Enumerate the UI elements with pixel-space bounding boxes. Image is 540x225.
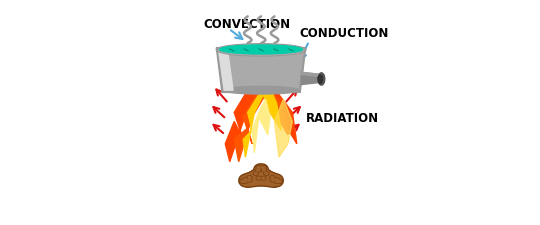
FancyArrowPatch shape bbox=[260, 170, 262, 176]
Ellipse shape bbox=[219, 45, 303, 55]
Text: RADIATION: RADIATION bbox=[306, 112, 379, 125]
Polygon shape bbox=[234, 90, 288, 162]
Ellipse shape bbox=[242, 180, 248, 183]
FancyArrowPatch shape bbox=[252, 178, 274, 181]
Polygon shape bbox=[219, 50, 233, 90]
FancyArrowPatch shape bbox=[252, 178, 274, 181]
Ellipse shape bbox=[220, 45, 302, 54]
Polygon shape bbox=[217, 48, 306, 92]
Ellipse shape bbox=[248, 179, 251, 181]
Text: CONVECTION: CONVECTION bbox=[203, 18, 290, 31]
Ellipse shape bbox=[318, 74, 322, 83]
Ellipse shape bbox=[270, 176, 275, 179]
FancyArrowPatch shape bbox=[252, 172, 261, 179]
Ellipse shape bbox=[243, 178, 248, 181]
Ellipse shape bbox=[248, 176, 251, 179]
Polygon shape bbox=[225, 77, 297, 162]
Ellipse shape bbox=[265, 172, 268, 174]
Ellipse shape bbox=[275, 180, 279, 183]
Ellipse shape bbox=[262, 177, 265, 179]
Polygon shape bbox=[243, 83, 281, 157]
Ellipse shape bbox=[256, 166, 261, 169]
Ellipse shape bbox=[262, 169, 266, 171]
Ellipse shape bbox=[264, 171, 269, 175]
FancyArrowPatch shape bbox=[260, 170, 262, 176]
FancyArrowPatch shape bbox=[260, 172, 271, 179]
Polygon shape bbox=[252, 99, 270, 153]
FancyArrowPatch shape bbox=[248, 178, 269, 181]
Ellipse shape bbox=[254, 172, 258, 174]
Ellipse shape bbox=[271, 179, 274, 181]
Ellipse shape bbox=[240, 180, 245, 183]
Ellipse shape bbox=[247, 176, 252, 179]
Ellipse shape bbox=[261, 176, 266, 180]
FancyArrowPatch shape bbox=[260, 170, 262, 176]
Ellipse shape bbox=[241, 180, 244, 182]
Ellipse shape bbox=[244, 180, 247, 183]
Ellipse shape bbox=[271, 178, 275, 182]
Ellipse shape bbox=[261, 166, 266, 169]
Ellipse shape bbox=[274, 178, 279, 181]
Text: CONDUCTION: CONDUCTION bbox=[299, 27, 388, 40]
Ellipse shape bbox=[262, 166, 265, 169]
FancyArrowPatch shape bbox=[259, 174, 277, 180]
Polygon shape bbox=[219, 50, 303, 90]
Ellipse shape bbox=[257, 177, 260, 179]
Polygon shape bbox=[274, 99, 292, 157]
Ellipse shape bbox=[261, 168, 266, 172]
Polygon shape bbox=[301, 72, 321, 85]
Polygon shape bbox=[301, 72, 321, 77]
Ellipse shape bbox=[274, 180, 279, 183]
Ellipse shape bbox=[217, 44, 306, 56]
FancyArrowPatch shape bbox=[245, 174, 264, 180]
Ellipse shape bbox=[253, 171, 258, 175]
FancyArrowPatch shape bbox=[248, 178, 269, 181]
Ellipse shape bbox=[247, 178, 252, 182]
Ellipse shape bbox=[257, 166, 260, 169]
FancyArrowPatch shape bbox=[259, 174, 277, 180]
FancyArrowPatch shape bbox=[260, 170, 262, 176]
Ellipse shape bbox=[256, 169, 260, 171]
Ellipse shape bbox=[244, 178, 247, 181]
Ellipse shape bbox=[318, 73, 325, 85]
Ellipse shape bbox=[223, 86, 299, 94]
Ellipse shape bbox=[278, 180, 281, 182]
FancyArrowPatch shape bbox=[260, 172, 271, 179]
Ellipse shape bbox=[256, 176, 261, 180]
FancyArrowPatch shape bbox=[245, 174, 264, 180]
Ellipse shape bbox=[256, 168, 261, 172]
FancyArrowPatch shape bbox=[252, 172, 261, 179]
Ellipse shape bbox=[275, 178, 278, 181]
Ellipse shape bbox=[271, 176, 274, 179]
Ellipse shape bbox=[278, 180, 282, 183]
